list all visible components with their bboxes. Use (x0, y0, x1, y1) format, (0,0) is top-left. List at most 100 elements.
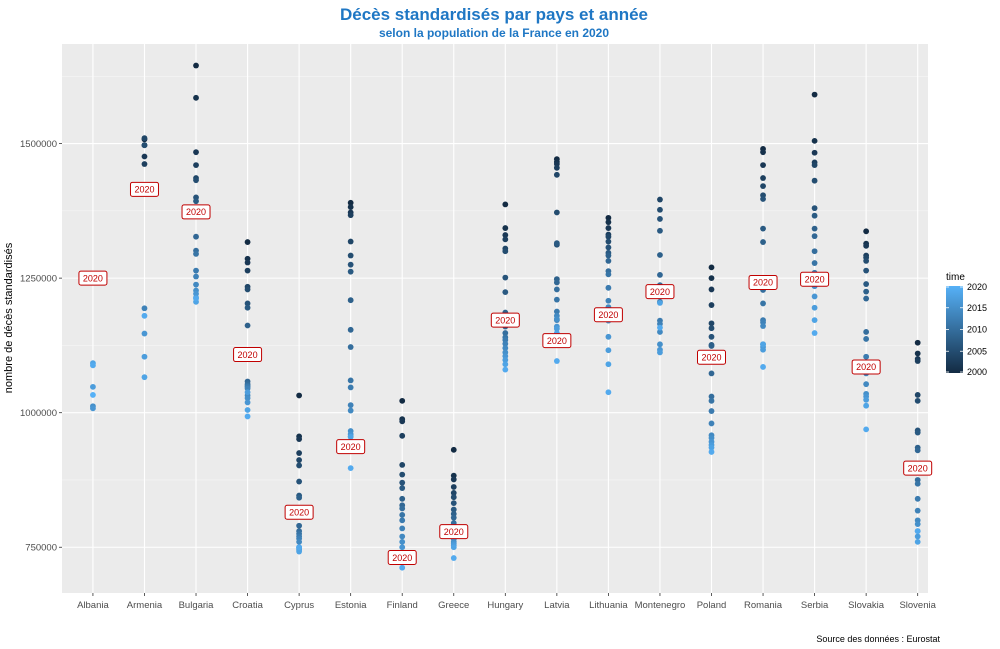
annotation-2020-albania: 2020 (78, 270, 108, 286)
annotation-2020-latvia: 2020 (542, 333, 572, 349)
data-point-slovenia (914, 339, 921, 346)
data-point-slovakia (863, 258, 870, 264)
data-point-slovakia (863, 295, 870, 302)
annotation-label: 2020 (805, 275, 825, 285)
data-point-finland (399, 533, 406, 540)
annotation-label: 2020 (341, 442, 361, 452)
data-point-poland (708, 302, 715, 308)
data-point-romania (760, 239, 766, 245)
data-point-estonia (347, 377, 354, 384)
data-point-lithuania (605, 347, 612, 354)
data-point-greece (450, 514, 457, 521)
data-point-croatia (244, 259, 251, 266)
data-point-serbia (811, 162, 818, 169)
data-point-greece (450, 489, 457, 496)
data-point-croatia (244, 267, 251, 274)
annotation-2020-greece: 2020 (439, 524, 469, 540)
data-point-slovenia (914, 521, 921, 528)
data-point-serbia (811, 330, 818, 336)
data-point-poland (708, 408, 715, 414)
data-point-albania (90, 405, 96, 412)
legend-ticks: 2020 2015 2010 2005 2000 (946, 282, 987, 377)
annotation-box (800, 271, 830, 287)
data-point-lithuania (605, 258, 612, 264)
data-point-estonia (347, 434, 354, 440)
data-point-serbia (811, 317, 818, 324)
y-axis-title: nombre de décès standardisés (3, 242, 15, 393)
data-point-lithuania (605, 244, 612, 251)
x-tick-label: Albania (77, 600, 109, 611)
data-point-slovenia (914, 533, 921, 540)
data-point-lithuania (605, 225, 612, 231)
data-point-cyprus (296, 548, 303, 555)
annotation-label: 2020 (650, 287, 670, 297)
annotation-2020-estonia: 2020 (336, 439, 366, 455)
x-tick-label: Croatia (232, 600, 263, 611)
data-point-finland (399, 495, 406, 502)
data-point-estonia (347, 402, 354, 409)
annotation-box (903, 460, 933, 476)
data-point-estonia (347, 252, 354, 259)
data-point-latvia (553, 164, 560, 171)
data-point-greece (450, 446, 457, 453)
data-point-armenia (141, 374, 148, 381)
data-point-estonia (347, 344, 354, 350)
annotation-2020-romania: 2020 (748, 274, 778, 290)
annotation-box (181, 204, 211, 220)
data-point-albania (90, 362, 96, 369)
x-tick-label: Romania (744, 600, 783, 611)
data-point-croatia (244, 395, 251, 402)
annotation-box (78, 270, 108, 286)
data-point-finland (399, 544, 406, 551)
data-point-armenia (141, 330, 148, 337)
data-point-latvia (553, 296, 560, 303)
annotation-label: 2020 (444, 527, 464, 537)
data-point-bulgaria (193, 177, 199, 184)
legend-tick-label: 2010 (967, 325, 987, 335)
legend: time 2020 2015 2010 2005 2000 (946, 272, 987, 377)
annotation-2020-montenegro: 2020 (645, 284, 675, 300)
data-point-poland (708, 397, 715, 404)
data-point-finland (399, 505, 406, 512)
data-point-hungary (502, 201, 509, 208)
data-point-poland (708, 275, 715, 282)
data-point-lithuania (605, 252, 612, 259)
x-tick-label: Finland (387, 600, 418, 611)
data-point-lithuania (605, 361, 612, 368)
data-point-latvia (553, 316, 560, 322)
y-tick-label: 1500000 (20, 139, 57, 150)
data-point-bulgaria (193, 149, 199, 156)
data-point-romania (760, 346, 766, 353)
data-point-latvia (553, 358, 560, 364)
data-point-croatia (244, 389, 251, 396)
data-point-slovakia (863, 381, 870, 388)
data-point-slovakia (863, 242, 870, 249)
annotation-label: 2020 (186, 207, 206, 217)
data-point-greece (450, 484, 457, 490)
data-point-poland (708, 370, 715, 377)
data-point-lithuania (605, 333, 612, 340)
data-point-estonia (347, 407, 354, 414)
annotation-label: 2020 (701, 353, 721, 363)
data-point-poland (708, 444, 715, 451)
x-tick-label: Greece (438, 600, 469, 611)
annotation-2020-slovakia: 2020 (851, 359, 881, 375)
data-point-finland (399, 485, 406, 491)
data-point-lithuania (605, 297, 612, 304)
x-tick-label: Slovakia (848, 600, 885, 611)
data-point-montenegro (657, 227, 663, 234)
data-point-albania (90, 383, 96, 390)
data-point-armenia (141, 305, 148, 312)
data-point-romania (760, 323, 766, 329)
data-point-estonia (347, 465, 354, 472)
annotation-label: 2020 (134, 185, 154, 195)
data-point-montenegro (657, 299, 663, 306)
annotation-label: 2020 (908, 463, 928, 473)
data-point-romania (760, 175, 766, 181)
data-point-slovenia (914, 538, 921, 545)
x-tick-label: Latvia (544, 600, 570, 611)
annotation-box (490, 312, 520, 328)
data-point-poland (708, 264, 715, 271)
annotation-label: 2020 (598, 310, 618, 320)
